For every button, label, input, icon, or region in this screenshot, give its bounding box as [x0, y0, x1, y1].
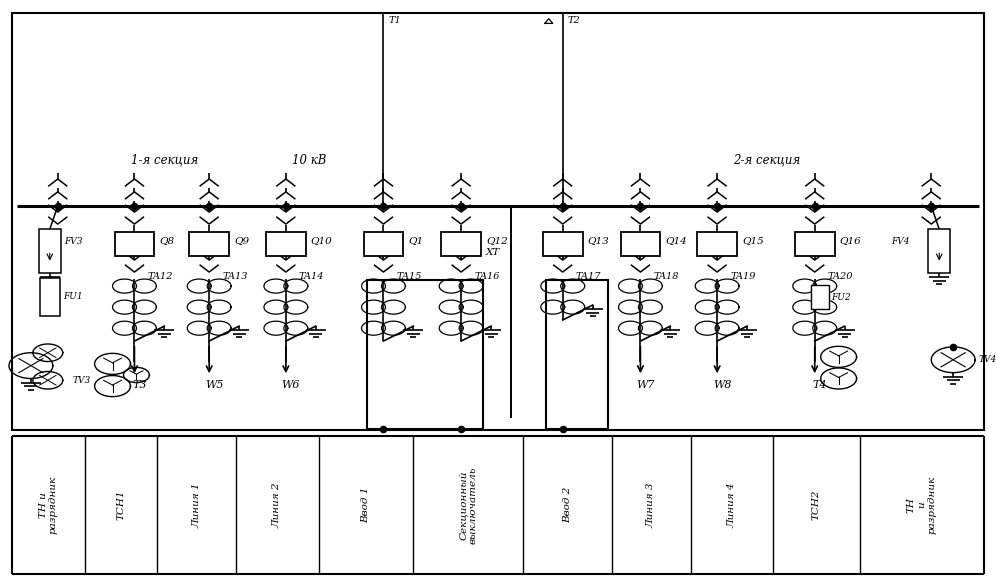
Text: TA17: TA17 [576, 271, 602, 281]
Text: Q12: Q12 [486, 236, 508, 246]
Text: Линия 3: Линия 3 [646, 483, 656, 528]
Text: FV4: FV4 [890, 236, 909, 246]
Bar [621, 232, 660, 256]
Text: W5: W5 [205, 380, 223, 390]
Text: W8: W8 [713, 380, 731, 390]
Text: Q8: Q8 [159, 236, 174, 246]
Bar [12, 13, 984, 430]
Text: ХТ: ХТ [486, 248, 500, 257]
Text: Q14: Q14 [665, 236, 687, 246]
Bar [795, 232, 835, 256]
Bar [189, 232, 229, 256]
Text: Q16: Q16 [840, 236, 862, 246]
Text: FU1: FU1 [63, 292, 83, 301]
Bar [546, 280, 608, 429]
Bar [266, 232, 306, 256]
Text: TA12: TA12 [147, 271, 173, 281]
Bar [441, 232, 481, 256]
Text: 1-я секция: 1-я секция [130, 154, 198, 167]
Text: Линия 2: Линия 2 [273, 483, 282, 528]
Text: 10 кВ: 10 кВ [292, 154, 326, 167]
Text: TA19: TA19 [730, 271, 756, 281]
Text: ТСН2: ТСН2 [812, 490, 821, 521]
Text: T4: T4 [813, 380, 827, 390]
Text: Ввод 2: Ввод 2 [563, 487, 572, 524]
Text: T1: T1 [388, 16, 401, 25]
Text: Линия 1: Линия 1 [192, 483, 201, 528]
Bar [697, 232, 737, 256]
Text: Q9: Q9 [234, 236, 249, 246]
Text: Линия 4: Линия 4 [727, 483, 737, 528]
Text: TV4: TV4 [979, 355, 996, 364]
Bar [928, 229, 950, 273]
Text: Ввод 1: Ввод 1 [362, 487, 371, 524]
Bar [40, 278, 60, 316]
Bar [364, 232, 403, 256]
Text: TA18: TA18 [653, 271, 679, 281]
Text: FV3: FV3 [64, 236, 83, 246]
Text: ТСН1: ТСН1 [117, 490, 125, 521]
Bar [367, 280, 483, 429]
Text: Q10: Q10 [311, 236, 333, 246]
Text: ТН и
разрядник: ТН и разрядник [39, 476, 58, 534]
Text: 2-я секция: 2-я секция [733, 154, 801, 167]
Text: W6: W6 [282, 380, 300, 390]
Text: TV3: TV3 [73, 376, 91, 385]
Text: T2: T2 [568, 16, 581, 25]
Bar [543, 232, 583, 256]
Bar [811, 285, 829, 309]
Text: ТН
и
разрядник: ТН и разрядник [907, 476, 936, 534]
Text: T3: T3 [132, 380, 146, 390]
Text: Q1: Q1 [408, 236, 423, 246]
Bar [115, 232, 154, 256]
Text: TA20: TA20 [828, 271, 854, 281]
Text: FU2: FU2 [831, 292, 851, 302]
Text: Секционный
выключатель: Секционный выключатель [458, 466, 478, 544]
Bar [39, 229, 61, 273]
Text: Q13: Q13 [588, 236, 610, 246]
Text: TA14: TA14 [299, 271, 325, 281]
Text: TA16: TA16 [474, 271, 500, 281]
Text: TA15: TA15 [396, 271, 422, 281]
Text: Q15: Q15 [742, 236, 764, 246]
Text: TA13: TA13 [222, 271, 248, 281]
Text: W7: W7 [636, 380, 654, 390]
